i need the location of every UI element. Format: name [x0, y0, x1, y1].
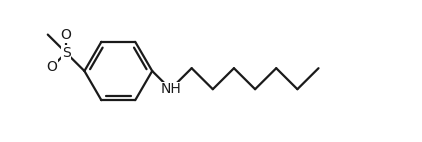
Text: S: S: [62, 46, 70, 60]
Text: NH: NH: [160, 82, 181, 96]
Text: O: O: [47, 60, 57, 74]
Text: O: O: [61, 28, 72, 42]
